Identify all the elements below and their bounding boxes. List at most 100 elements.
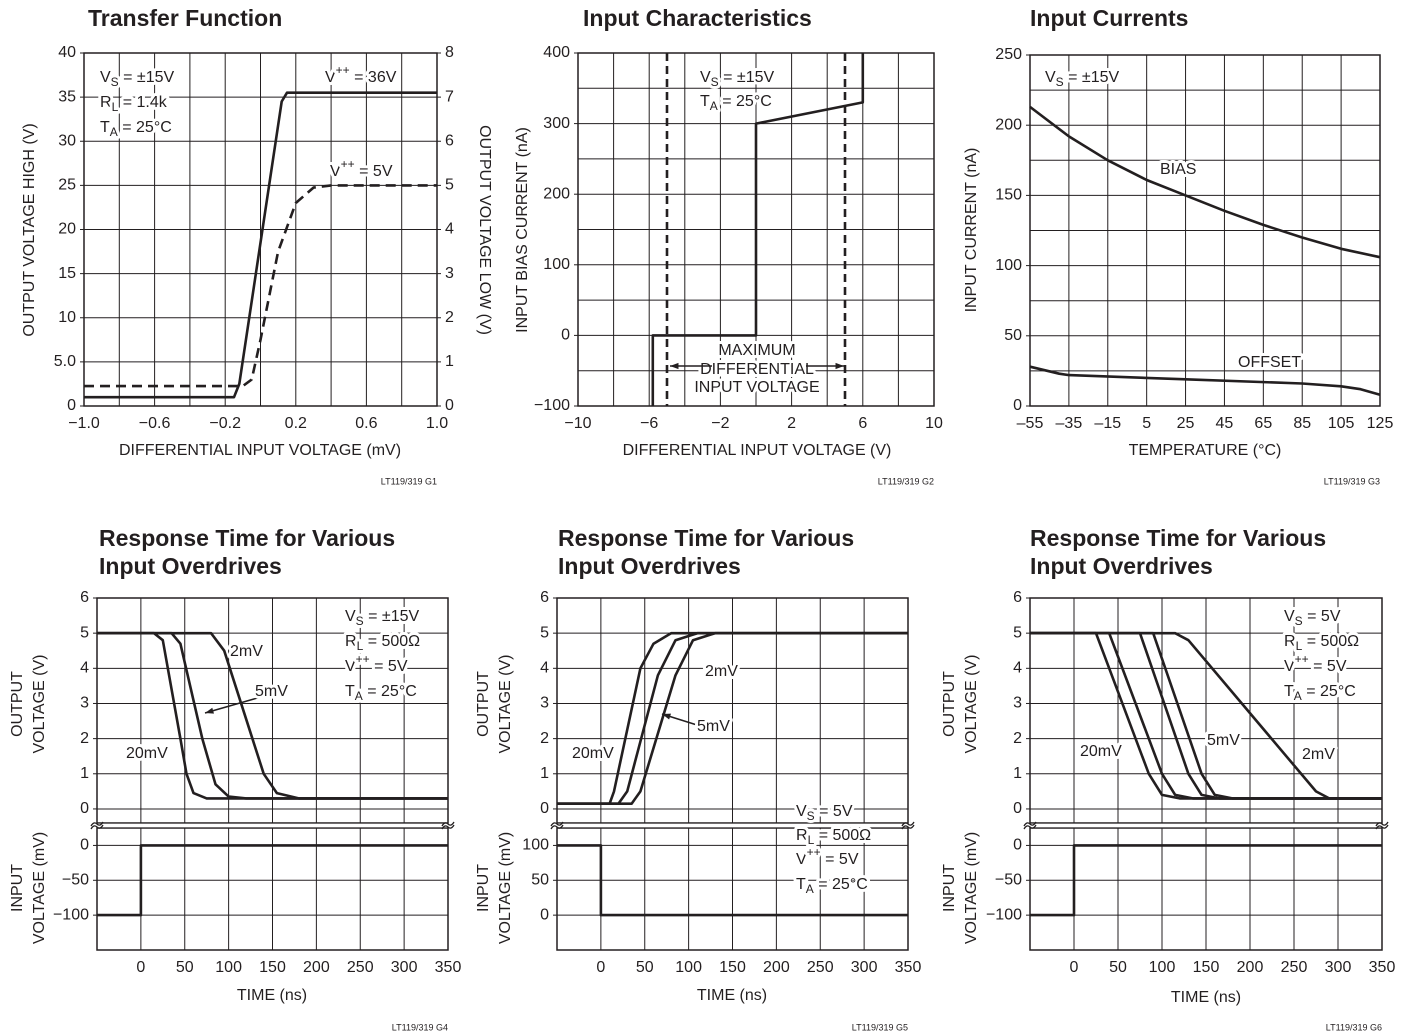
x-tick-label: 0.6: [355, 415, 377, 432]
x-tick-label: –15: [1094, 415, 1121, 432]
x-tick-label: –35: [1056, 415, 1083, 432]
axis-break: [441, 821, 455, 827]
y-tick-label: 3: [80, 695, 89, 712]
annotation: MAXIMUM: [718, 342, 795, 359]
x-tick-label: 45: [1216, 415, 1234, 432]
x-tick-label: 1.0: [426, 415, 448, 432]
y-tick-label: 6: [80, 589, 89, 606]
x-tick-label: 350: [895, 959, 922, 976]
annotation-text: = 25°C: [814, 876, 868, 893]
y-tick-label: 6: [1013, 589, 1022, 606]
annotation-base: V: [1045, 69, 1056, 86]
series-label-base: V: [330, 163, 341, 180]
x-tick-label: 0: [596, 959, 605, 976]
axis-break: [90, 824, 104, 830]
x-tick-label: 350: [1369, 959, 1396, 976]
axis-break: [1023, 824, 1037, 830]
annotation-sup: ++: [1295, 652, 1309, 666]
y-tick-label: 5: [80, 624, 89, 641]
annotation-text: = 25°C: [1302, 683, 1356, 700]
series-label: OFFSET: [1238, 354, 1301, 371]
y-tick-label: 1: [540, 765, 549, 782]
annotation-base: R: [796, 827, 808, 844]
y2-tick-label: −100: [986, 906, 1022, 923]
series-line: [557, 631, 908, 805]
y2-tick-label: −50: [62, 872, 89, 889]
annotation: TA = 25°C: [1284, 683, 1356, 703]
x-axis-label: TIME (ns): [1171, 989, 1241, 1006]
annotation: TA = 25°C: [345, 683, 417, 703]
annotation: VS = 5V: [1284, 608, 1341, 628]
annotation: RL = 500Ω: [1284, 633, 1359, 653]
y2-tick-label: −100: [53, 906, 89, 923]
axis-break: [901, 824, 915, 830]
axis-break-gap: [89, 823, 456, 828]
series-label-sup: ++: [336, 63, 350, 77]
annotation-base: T: [1284, 683, 1294, 700]
x-tick-label: 250: [807, 959, 834, 976]
y-tick-label: 300: [543, 115, 570, 132]
series-label: 20mV: [126, 745, 168, 762]
annotation-base: T: [345, 683, 355, 700]
axis-break: [441, 824, 455, 830]
x-tick-label: −6: [640, 415, 658, 432]
chart-title: Response Time for Various: [99, 525, 395, 551]
y2-tick-label: 7: [445, 88, 454, 105]
annotation: V++ = 5V: [796, 845, 859, 868]
annotation-text: = 1.4k: [118, 94, 167, 111]
chart-title: Input Currents: [1030, 5, 1188, 31]
annotation: VS = ±15V: [345, 608, 420, 628]
series-label: V++ = 36V: [325, 63, 397, 86]
y-tick-label: 50: [1004, 327, 1022, 344]
series-label: V++ = 5V: [330, 157, 393, 180]
y-axis-label: OUTPUT: [475, 671, 492, 737]
x-tick-label: 300: [1325, 959, 1352, 976]
annotation-sup: ++: [807, 845, 821, 859]
series-line: [1030, 844, 1382, 917]
annotation-sub: S: [807, 809, 815, 823]
series-label-base: V: [325, 69, 336, 86]
chart-title: Input Characteristics: [583, 5, 812, 31]
chart-title: Input Overdrives: [99, 553, 282, 579]
annotation-sub: S: [111, 75, 119, 89]
y-tick-label: 100: [995, 257, 1022, 274]
annotation-text: = ±15V: [119, 69, 175, 86]
plot-frame: [96, 827, 449, 951]
chart-title: Response Time for Various: [1030, 525, 1326, 551]
x-tick-label: −10: [564, 415, 591, 432]
annotation: V++ = 5V: [1284, 652, 1347, 675]
x-tick-label: 200: [763, 959, 790, 976]
x-tick-label: 0: [136, 959, 145, 976]
x-tick-label: 100: [675, 959, 702, 976]
series-line: [97, 631, 448, 800]
plot-frame: [1029, 597, 1383, 824]
y-tick-label: 200: [995, 116, 1022, 133]
y-tick-label: 3: [1013, 695, 1022, 712]
annotation-sup: ++: [356, 652, 370, 666]
series-line: [557, 844, 908, 917]
annotation-sub: A: [110, 125, 118, 139]
series-label-text: = 36V: [350, 69, 397, 86]
axis-break-gap: [549, 823, 916, 828]
figure-note: LT119/319 G1: [381, 476, 437, 486]
x-tick-label: 150: [1193, 959, 1220, 976]
annotation-base: R: [345, 633, 357, 650]
y2-tick-label: 5: [445, 177, 454, 194]
y-tick-label: 40: [58, 44, 76, 61]
plot-frame: [96, 597, 449, 824]
y-axis-label: INPUT CURRENT (nA): [963, 148, 980, 313]
series-label: BIAS: [1160, 161, 1196, 178]
annotation-base: V: [345, 608, 356, 625]
annotation: INPUT VOLTAGE: [694, 379, 819, 396]
annotation: RL = 500Ω: [796, 827, 871, 847]
annotation-text: = 5V: [370, 658, 408, 675]
x-axis-label: TEMPERATURE (°C): [1129, 442, 1282, 459]
axis-break: [1375, 824, 1389, 830]
x-tick-label: 250: [1281, 959, 1308, 976]
y-tick-label: 15: [58, 265, 76, 282]
annotation-sub: A: [710, 99, 718, 113]
annotation-base: T: [796, 876, 806, 893]
arrow-head: [662, 713, 671, 720]
annotation-base: V: [1284, 658, 1295, 675]
annotation-text: = 25°C: [718, 93, 772, 110]
